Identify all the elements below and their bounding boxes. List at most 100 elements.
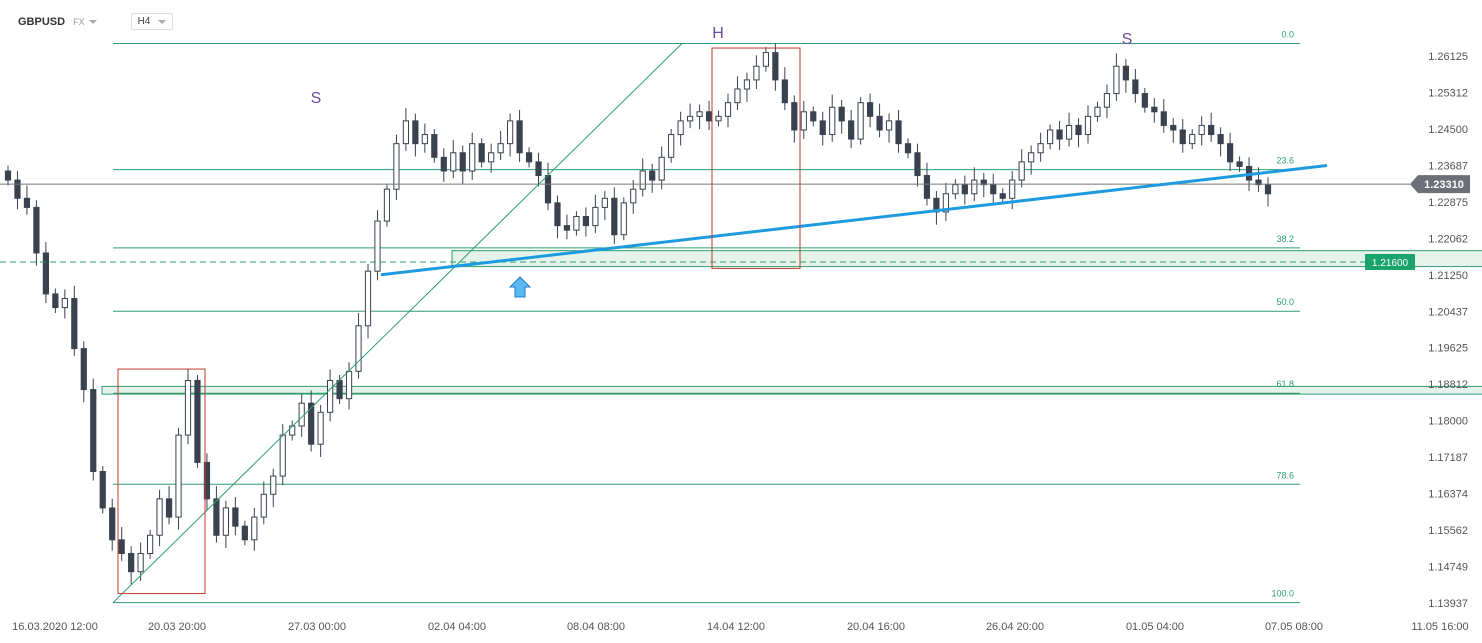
candle-body — [1122, 65, 1129, 81]
candle — [1094, 101, 1101, 122]
timeframe-select[interactable]: H4 — [130, 13, 174, 30]
candle — [876, 103, 883, 138]
candle-body — [109, 507, 116, 541]
symbol-name[interactable]: GBPUSD — [18, 15, 66, 28]
candle-body — [184, 379, 192, 436]
candle — [308, 390, 315, 452]
candle — [904, 138, 912, 159]
candle — [33, 200, 40, 266]
candle-body — [1103, 93, 1111, 108]
candle-body — [961, 184, 968, 195]
candle-body — [1170, 124, 1177, 131]
candle-body — [497, 143, 504, 154]
candle — [194, 374, 201, 468]
candle — [270, 468, 277, 508]
candle — [23, 185, 31, 215]
candle-body — [649, 170, 656, 181]
candle-body — [507, 120, 514, 145]
candle — [516, 109, 523, 162]
y-tick-label: 1.22875 — [1428, 197, 1468, 209]
candle-body — [952, 184, 959, 195]
candle-body — [118, 539, 125, 554]
y-tick-label: 1.18812 — [1428, 379, 1468, 391]
candle-body — [308, 402, 315, 445]
candle-body — [194, 379, 201, 463]
candle — [184, 369, 192, 445]
candle — [289, 420, 296, 441]
candle — [743, 72, 751, 102]
neckline — [380, 164, 1328, 277]
candle-body — [573, 216, 580, 231]
candle — [128, 546, 135, 585]
candle-body — [412, 120, 419, 145]
candle-body — [753, 65, 760, 81]
y-tick-label: 1.14749 — [1428, 562, 1468, 574]
candle-body — [554, 202, 561, 227]
candle-body — [450, 152, 457, 172]
y-tick-label: 1.15562 — [1428, 525, 1468, 537]
candle — [573, 211, 580, 236]
candle — [620, 197, 627, 241]
fib-level-label: 78.6 — [1276, 470, 1294, 480]
candle — [658, 146, 665, 190]
current-price-badge — [1410, 175, 1470, 194]
candle-body — [1179, 129, 1186, 145]
candle-body — [1075, 124, 1082, 136]
candle-body — [819, 120, 826, 136]
candle — [1151, 98, 1158, 123]
candle — [1075, 118, 1082, 148]
pattern-label: S — [311, 90, 322, 107]
fib-level-label: 50.0 — [1276, 297, 1294, 307]
candle-body — [469, 143, 476, 172]
candle-body — [203, 461, 211, 500]
x-tick-label: 02.04 04:00 — [428, 621, 486, 633]
candle-body — [1264, 184, 1272, 195]
candle — [1227, 132, 1234, 171]
candle-body — [431, 134, 438, 158]
x-tick-label: 11.05 16:00 — [1411, 621, 1468, 633]
chart-toolbar: GBPUSD FX H4 — [18, 13, 174, 30]
candle-body — [175, 434, 182, 518]
candle — [61, 289, 68, 319]
candle-body — [1227, 143, 1234, 163]
candle-body — [715, 115, 722, 122]
x-tick-label: 08.04 08:00 — [567, 621, 625, 633]
candle — [1037, 132, 1044, 162]
candle — [1189, 129, 1196, 150]
candle — [260, 481, 267, 525]
candle-body — [478, 143, 485, 163]
y-tick-label: 1.18000 — [1428, 416, 1468, 428]
candle — [999, 188, 1006, 204]
candle — [649, 163, 656, 193]
candle-body — [696, 111, 703, 117]
x-tick-label: 16.03.2020 12:00 — [12, 621, 98, 633]
candle — [677, 111, 684, 146]
market-label: FX — [73, 16, 85, 27]
candle-body — [829, 106, 836, 136]
x-tick-label: 27.03 00:00 — [288, 621, 346, 633]
candle — [525, 147, 533, 168]
candle — [952, 179, 959, 200]
candle-body — [838, 106, 845, 122]
candle — [4, 165, 12, 186]
current-price-label: 1.23310 — [1424, 179, 1464, 191]
candle-body — [270, 475, 277, 495]
candle-body — [914, 152, 921, 177]
candle — [819, 111, 826, 146]
candle — [668, 129, 675, 163]
y-tick-label: 1.16374 — [1428, 489, 1468, 501]
candle-body — [630, 188, 637, 204]
level-badge — [1365, 254, 1415, 271]
market-selector[interactable]: FX — [73, 17, 97, 27]
candle — [563, 214, 571, 240]
candle-body — [137, 552, 144, 573]
candle-body — [14, 179, 21, 199]
candle — [1113, 53, 1120, 101]
candle-body — [61, 297, 68, 309]
candle — [781, 67, 788, 110]
candle — [554, 195, 561, 239]
candle-body — [857, 102, 864, 140]
candle — [592, 194, 599, 233]
